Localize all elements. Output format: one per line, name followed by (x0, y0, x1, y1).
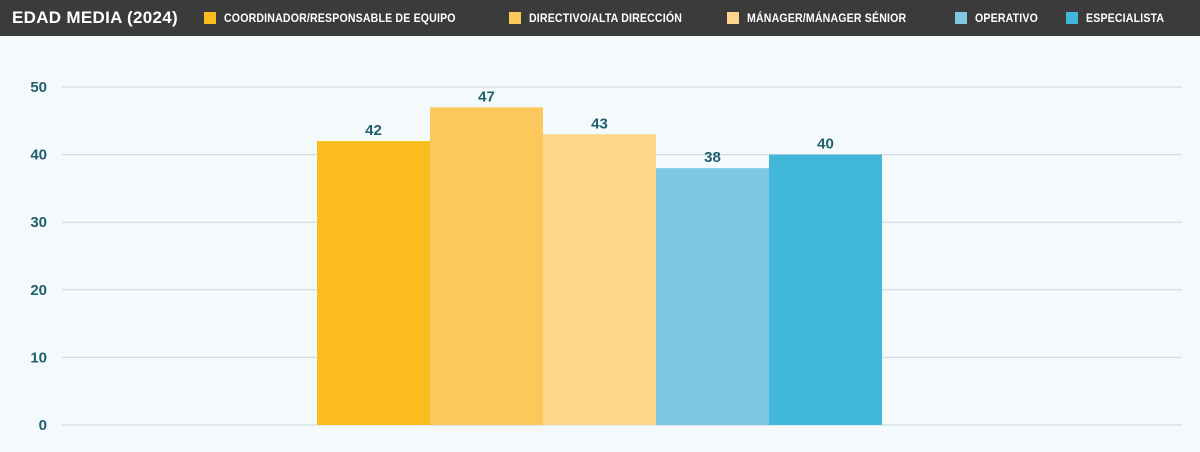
bar-value-label-4: 38 (704, 149, 721, 166)
legend-swatch-manager (727, 12, 739, 24)
bar-1 (317, 141, 430, 425)
y-tick-label-0: 0 (39, 417, 47, 434)
legend-label-directivo: DIRECTIVO/ALTA DIRECCIÓN (529, 11, 683, 25)
legend-label-coordinador: COORDINADOR/RESPONSABLE DE EQUIPO (224, 11, 456, 25)
bar-value-label-1: 42 (365, 122, 382, 139)
bar-chart: 0 10 20 30 40 50 42 47 43 38 40 (30, 79, 1182, 434)
legend-swatch-coordinador (204, 12, 216, 24)
legend-item-operativo: OPERATIVO (955, 0, 1047, 36)
chart-header: EDAD MEDIA (2024) COORDINADOR/RESPONSABL… (0, 0, 1200, 36)
chart-title: EDAD MEDIA (2024) (12, 8, 179, 27)
y-tick-label-50: 50 (30, 79, 47, 96)
bar-3 (543, 134, 656, 425)
bar-2 (430, 107, 543, 425)
legend-item-coordinador: COORDINADOR/RESPONSABLE DE EQUIPO (204, 0, 487, 36)
legend-label-operativo: OPERATIVO (975, 11, 1039, 25)
y-tick-label-20: 20 (30, 282, 47, 299)
legend-label-especialista: ESPECIALISTA (1086, 11, 1165, 25)
legend: COORDINADOR/RESPONSABLE DE EQUIPO DIRECT… (0, 0, 1200, 36)
bar-value-label-5: 40 (817, 136, 834, 153)
bar-4 (656, 168, 769, 425)
y-tick-label-30: 30 (30, 214, 47, 231)
y-tick-label-40: 40 (30, 147, 47, 164)
y-tick-label-10: 10 (30, 349, 47, 366)
legend-item-especialista: ESPECIALISTA (1066, 0, 1175, 36)
legend-swatch-operativo (955, 12, 967, 24)
bar-value-label-2: 47 (478, 88, 495, 105)
bar-value-label-3: 43 (591, 115, 608, 132)
legend-item-manager: MÁNAGER/MÁNAGER SÉNIOR (727, 0, 928, 36)
bar-5 (769, 154, 882, 425)
legend-label-manager: MÁNAGER/MÁNAGER SÉNIOR (747, 11, 907, 25)
legend-swatch-especialista (1066, 12, 1078, 24)
legend-swatch-directivo (509, 12, 521, 24)
legend-item-directivo: DIRECTIVO/ALTA DIRECCIÓN (509, 0, 703, 36)
